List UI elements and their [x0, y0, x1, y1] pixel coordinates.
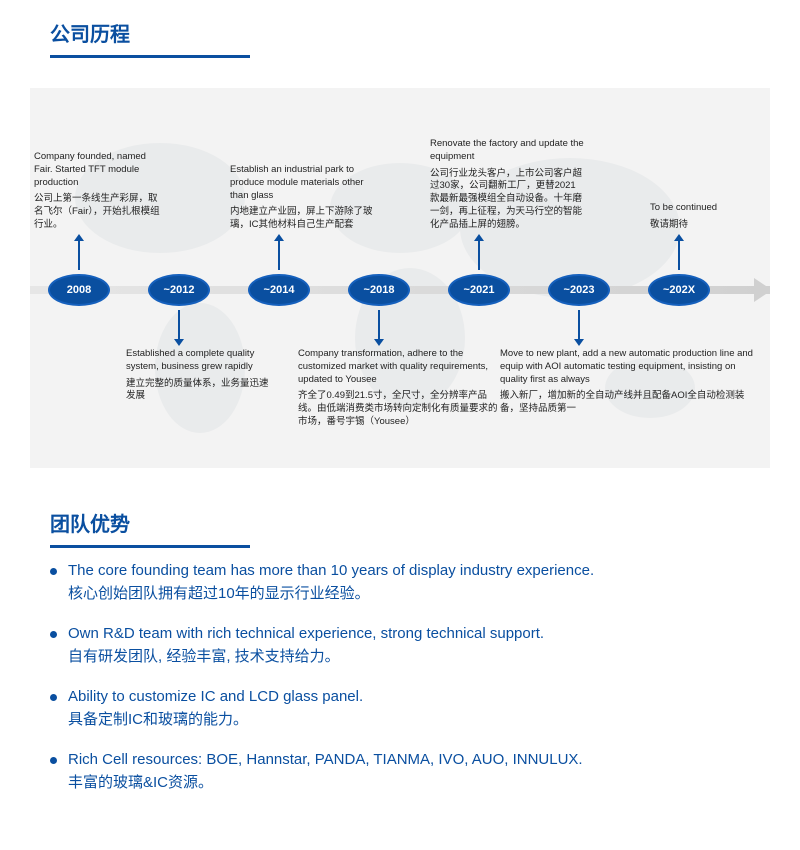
caption-en: Renovate the factory and update the equi…: [430, 138, 584, 162]
timeline-node: ~2014: [248, 274, 310, 306]
caption-en: To be continued: [650, 202, 717, 213]
team-item-en: Ability to customize IC and LCD glass pa…: [68, 688, 363, 705]
timeline-caption: Company transformation, adhere to the cu…: [298, 348, 498, 429]
timeline-node: ~2021: [448, 274, 510, 306]
timeline-node: 2008: [48, 274, 110, 306]
timeline-caption: Company founded, named Fair. Started TFT…: [34, 151, 164, 232]
timeline-caption: To be continued 敬请期待: [650, 202, 750, 232]
caption-cn: 建立完整的质量体系，业务量迅速发展: [126, 378, 276, 404]
team-item-cn: 自有研发团队, 经验丰富, 技术支持给力。: [68, 646, 750, 669]
arrow-down-icon: [378, 310, 380, 340]
arrow-down-icon: [578, 310, 580, 340]
timeline-node: ~2018: [348, 274, 410, 306]
timeline-node: ~202X: [648, 274, 710, 306]
caption-en: Company transformation, adhere to the cu…: [298, 348, 488, 385]
timeline-caption: Move to new plant, add a new automatic p…: [500, 348, 755, 416]
team-item: The core founding team has more than 10 …: [50, 560, 750, 605]
arrow-up-icon: [478, 240, 480, 270]
arrow-up-icon: [678, 240, 680, 270]
caption-en: Establish an industrial park to produce …: [230, 164, 364, 201]
section-history-title: 公司历程: [50, 18, 250, 58]
team-item: Own R&D team with rich technical experie…: [50, 623, 750, 668]
team-advantages-list: The core founding team has more than 10 …: [50, 560, 750, 794]
team-item-cn: 丰富的玻璃&IC资源。: [68, 772, 750, 795]
team-item-cn: 核心创始团队拥有超过10年的显示行业经验。: [68, 583, 750, 606]
caption-cn: 齐全了0.49到21.5寸，全尺寸，全分辨率产品线。由低端消费类市场转向定制化有…: [298, 390, 498, 428]
caption-cn: 搬入新厂，增加新的全自动产线并且配备AOI全自动检测装备，坚持品质第一: [500, 390, 755, 416]
arrow-down-icon: [178, 310, 180, 340]
caption-en: Established a complete quality system, b…: [126, 348, 254, 372]
team-item-en: Rich Cell resources: BOE, Hannstar, PAND…: [68, 751, 583, 768]
caption-en: Company founded, named Fair. Started TFT…: [34, 151, 146, 188]
timeline: 2008 ~2012 ~2014 ~2018 ~2021 ~2023 ~202X Compan…: [30, 88, 770, 468]
timeline-caption: Renovate the factory and update the equi…: [430, 138, 585, 232]
section-team-title: 团队优势: [50, 508, 250, 548]
caption-cn: 公司上第一条线生产彩屏，取名飞尔（Fair），开始扎根模组行业。: [34, 193, 164, 231]
timeline-node: ~2012: [148, 274, 210, 306]
caption-en: Move to new plant, add a new automatic p…: [500, 348, 753, 385]
caption-cn: 敬请期待: [650, 219, 750, 232]
timeline-node: ~2023: [548, 274, 610, 306]
timeline-caption: Established a complete quality system, b…: [126, 348, 276, 403]
team-item-en: The core founding team has more than 10 …: [68, 562, 594, 579]
team-item: Ability to customize IC and LCD glass pa…: [50, 686, 750, 731]
timeline-caption: Establish an industrial park to produce …: [230, 164, 380, 232]
arrow-up-icon: [278, 240, 280, 270]
arrow-up-icon: [78, 240, 80, 270]
team-item-en: Own R&D team with rich technical experie…: [68, 625, 544, 642]
team-item: Rich Cell resources: BOE, Hannstar, PAND…: [50, 749, 750, 794]
team-item-cn: 具备定制IC和玻璃的能力。: [68, 709, 750, 732]
caption-cn: 公司行业龙头客户，上市公司客户超过30家，公司翻新工厂，更替2021款最新最强模…: [430, 168, 585, 232]
caption-cn: 内地建立产业园，屏上下游除了玻璃，IC其他材料自己生产配套: [230, 206, 380, 232]
